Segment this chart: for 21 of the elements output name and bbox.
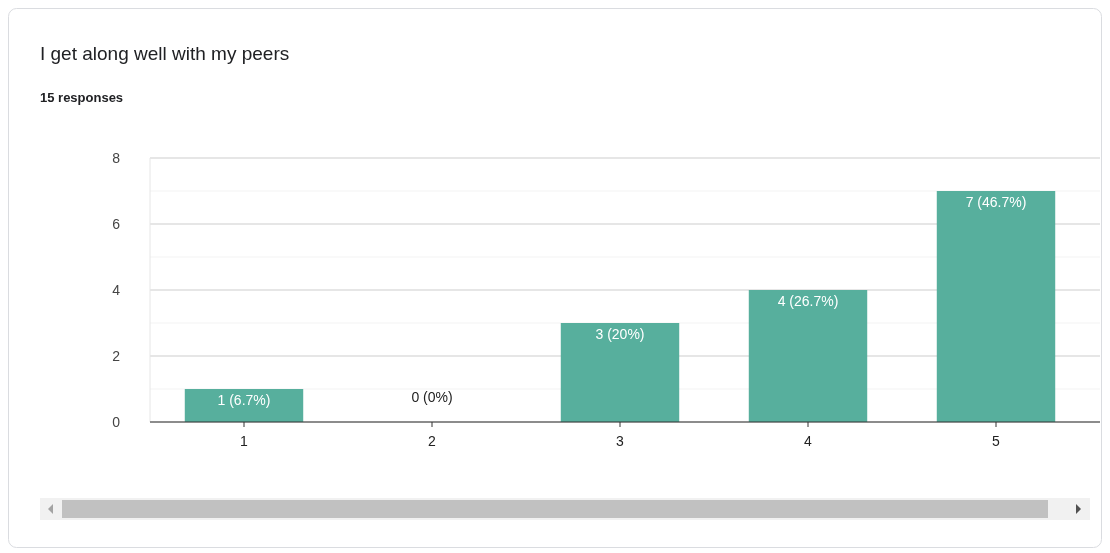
data-label: 1 (6.7%) — [217, 392, 271, 408]
y-tick-label: 2 — [112, 348, 121, 364]
y-tick-label: 4 — [112, 282, 121, 298]
y-tick-label: 0 — [112, 414, 121, 430]
data-label: 7 (46.7%) — [965, 194, 1027, 210]
data-label: 4 (26.7%) — [777, 293, 839, 309]
x-tick-label: 4 — [804, 433, 813, 449]
chart-subtitle: 15 responses — [40, 90, 124, 105]
x-tick-label: 5 — [992, 433, 1001, 449]
y-tick-label: 8 — [112, 150, 121, 166]
data-label: 0 (0%) — [411, 389, 453, 405]
bar — [748, 290, 868, 422]
chart-title: I get along well with my peers — [40, 43, 290, 64]
x-tick-label: 1 — [240, 433, 249, 449]
bar — [560, 323, 680, 422]
x-tick-label: 3 — [616, 433, 625, 449]
x-tick-label: 2 — [428, 433, 437, 449]
data-label: 3 (20%) — [595, 326, 645, 342]
y-tick-label: 6 — [112, 216, 121, 232]
bar — [936, 191, 1056, 422]
bar — [184, 389, 304, 422]
